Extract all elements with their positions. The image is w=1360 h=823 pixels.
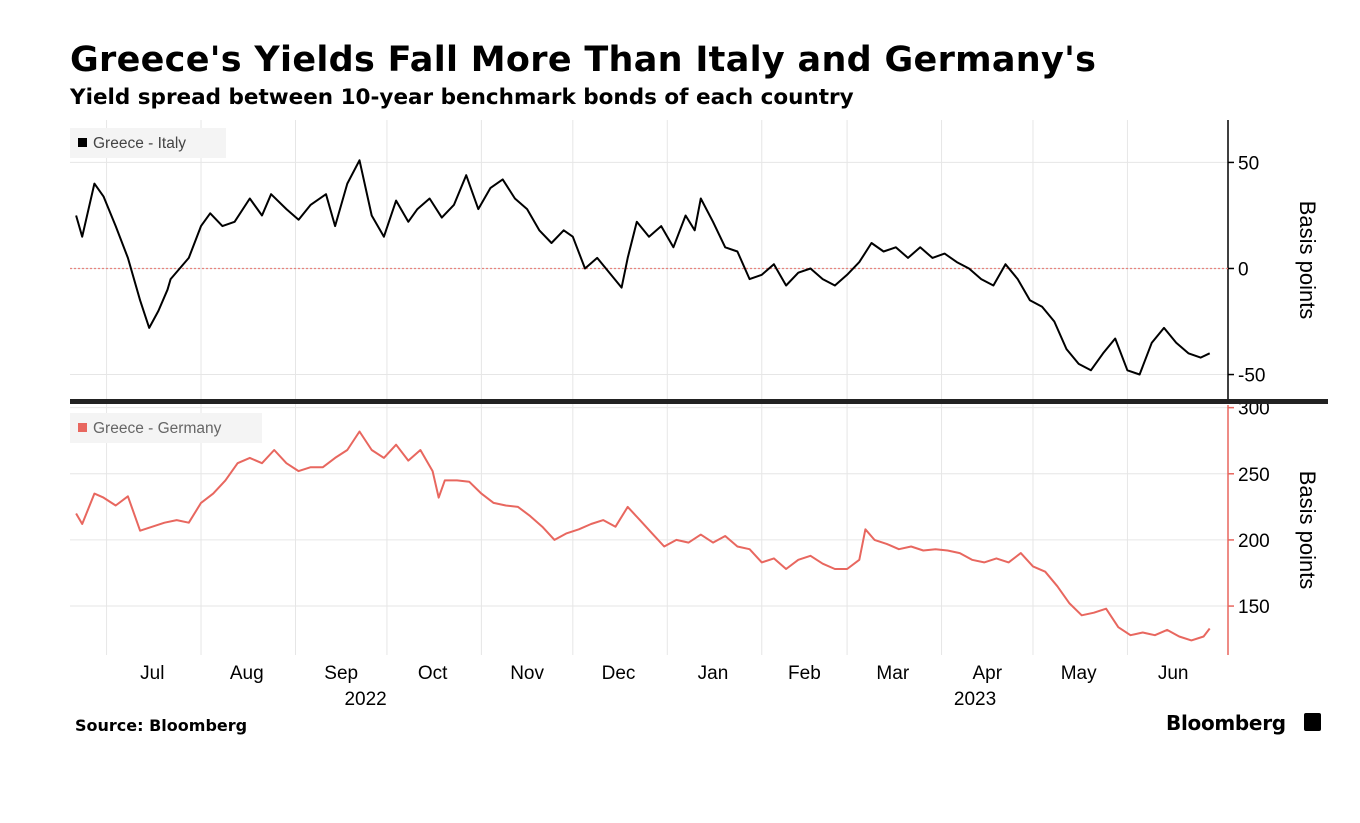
legend-swatch [78,423,87,432]
x-tick-label: Jul [140,663,164,684]
chart-title: Greece's Yields Fall More Than Italy and… [70,40,1097,80]
legend: Greece - Italy [70,128,226,158]
x-tick-label: Nov [510,663,544,684]
legend-swatch [78,138,87,147]
bloomberg-terminal-icon [1304,713,1321,731]
x-tick-label: Apr [972,663,1002,684]
series-line-greece-germany [75,430,1211,642]
y-axis-label: Basis points [1295,201,1320,320]
panel-separator [70,399,1328,404]
y-tick-label: 50 [1238,153,1259,174]
x-tick-label: Aug [230,663,264,684]
legend-label: Greece - Germany [93,420,222,437]
bloomberg-logo: Bloomberg [1166,711,1286,735]
legend-label: Greece - Italy [93,135,186,152]
x-axis: Jul Aug Sep Oct Nov Dec Jan Feb Mar Apr May Jun 2022… [140,663,1188,710]
x-tick-label: Dec [602,663,636,684]
x-tick-label: Sep [324,663,358,684]
source-note: Source: Bloomberg [75,716,248,735]
x-tick-label: Mar [876,663,909,684]
legend-background [70,128,226,158]
y-tick-label: 250 [1238,465,1270,486]
y-tick-label: -50 [1238,366,1265,387]
x-tick-label: Oct [418,663,448,684]
x-tick-label: Jun [1158,663,1189,684]
chart-subtitle: Yield spread between 10-year benchmark b… [70,85,854,110]
y-tick-label: 200 [1238,531,1270,552]
x-tick-label: May [1061,663,1097,684]
y-tick-label: 150 [1238,597,1270,618]
series-line-greece-italy [75,159,1211,376]
legend-background [70,413,262,443]
x-year-label: 2022 [344,689,386,710]
x-year-label: 2023 [954,689,996,710]
x-tick-label: Jan [698,663,729,684]
y-tick-label: 0 [1238,259,1249,280]
top-panel-greece-italy: 50 0 -50 Basis points Greece - Italy [70,120,1320,400]
legend: Greece - Germany [70,413,262,443]
gridlines [106,120,1128,655]
y-axis-label: Basis points [1295,471,1320,590]
x-tick-label: Feb [788,663,821,684]
